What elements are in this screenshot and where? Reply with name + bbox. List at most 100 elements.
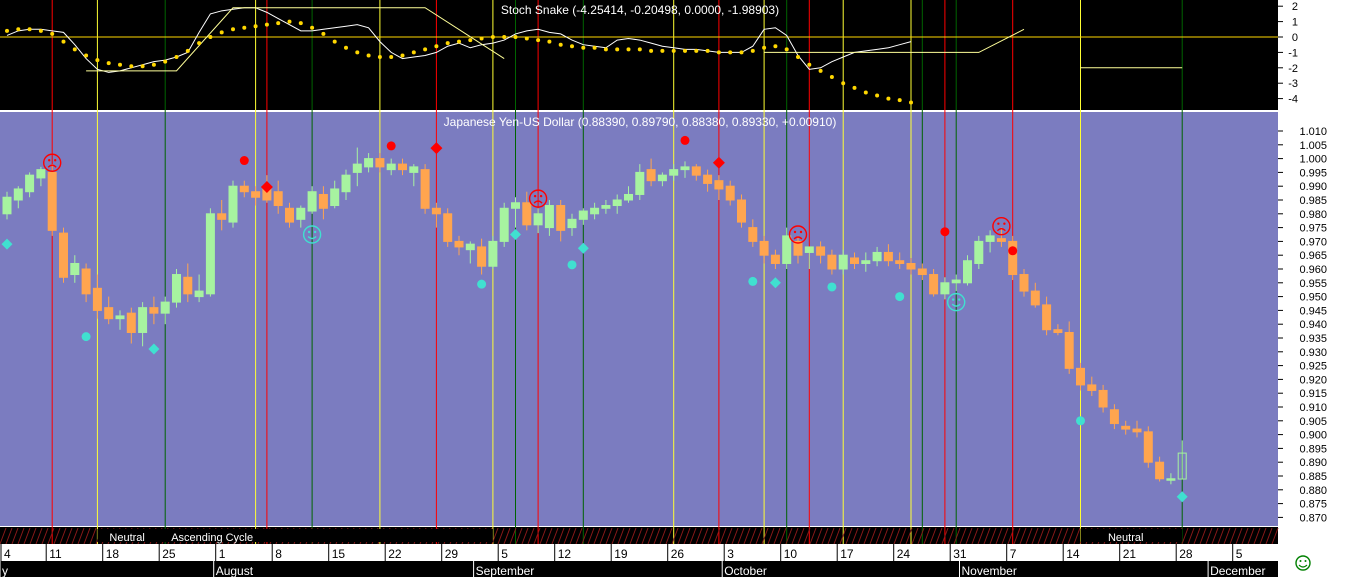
day-tick-label: 5 — [1236, 547, 1243, 561]
candle-body — [273, 191, 283, 207]
y-axis-stoch — [1278, 0, 1352, 110]
price-y-tick-label: 0.975 — [1299, 223, 1327, 235]
band-hatch — [977, 527, 985, 545]
candle-body — [951, 279, 961, 284]
teal-diamond-marker — [769, 277, 781, 289]
price-y-tick-label: 0.950 — [1299, 292, 1327, 304]
month-label: December — [1210, 564, 1265, 577]
band-hatch — [749, 527, 757, 545]
month-label: October — [724, 564, 767, 577]
stoch-dot — [411, 50, 416, 55]
candle-body — [906, 262, 916, 270]
band-hatch — [755, 527, 763, 545]
candle-body — [748, 227, 758, 242]
candlestick-series — [2, 147, 1187, 485]
candle-body — [1030, 290, 1040, 306]
stoch-dot — [106, 61, 111, 66]
band-hatch — [689, 527, 697, 545]
candle-body — [330, 188, 340, 207]
teal-diamond-marker — [577, 242, 589, 254]
candle-body — [759, 240, 769, 256]
face-eye — [793, 230, 797, 234]
stoch-dot — [118, 62, 122, 67]
cycle-band-label: Neutral — [1108, 532, 1143, 544]
stoch-y-tick-label: 0 — [1292, 32, 1298, 44]
band-hatch — [497, 527, 505, 545]
band-hatch — [875, 527, 883, 545]
candle-body — [703, 174, 713, 184]
candle-body — [917, 268, 927, 276]
candle-body — [420, 169, 430, 209]
face-eye — [48, 159, 51, 162]
stoch-dot — [344, 45, 348, 50]
stoch-dot — [140, 64, 145, 69]
candle-body — [1132, 428, 1142, 433]
band-hatch — [1049, 527, 1057, 545]
candle-body — [533, 213, 543, 226]
teal-dot-marker — [81, 332, 91, 342]
teal-diamond-marker — [148, 343, 160, 355]
band-hatch — [17, 527, 25, 545]
price-y-tick-label: 0.915 — [1299, 388, 1327, 400]
teal-dot-marker — [477, 279, 487, 289]
stoch-dot — [445, 41, 450, 46]
band-hatch — [533, 527, 541, 545]
day-tick-label: 21 — [1123, 547, 1137, 561]
candle-body — [895, 260, 905, 264]
stoch-dot — [16, 27, 21, 32]
candle-body — [477, 246, 487, 267]
band-hatch — [1187, 527, 1195, 545]
candle-body — [217, 213, 227, 220]
candle-body — [646, 169, 656, 182]
smiley-icon[interactable] — [1295, 555, 1311, 571]
stoch-dot — [807, 62, 812, 67]
band-hatch — [1055, 527, 1063, 545]
candle-body — [318, 193, 328, 209]
candle-body — [352, 163, 362, 173]
candle-body — [737, 199, 746, 223]
candle-body — [1053, 329, 1063, 333]
price-y-tick-label: 1.010 — [1299, 126, 1327, 138]
red-dot-marker — [239, 156, 249, 166]
band-hatch — [1025, 527, 1033, 545]
band-hatch — [551, 527, 559, 545]
band-hatch — [5, 527, 13, 545]
stoch-dot — [852, 85, 857, 90]
candle-body — [104, 307, 114, 320]
candle-body — [194, 290, 204, 298]
red-dot-marker — [940, 227, 950, 237]
stoch-dot — [784, 47, 789, 52]
candle-body — [465, 243, 475, 251]
band-hatch — [503, 527, 511, 545]
candle-body — [804, 246, 814, 253]
stoch-y-tick-label: -2 — [1288, 63, 1298, 75]
band-hatch — [767, 527, 775, 545]
band-hatch — [737, 527, 745, 545]
band-hatch — [1271, 527, 1279, 545]
stoch-dot — [84, 53, 89, 58]
stoch-dot — [716, 50, 721, 55]
band-hatch — [845, 527, 853, 545]
stoch-dot — [773, 44, 778, 49]
face-eye — [997, 222, 1000, 225]
price-y-tick-label: 0.995 — [1299, 167, 1327, 179]
band-hatch — [575, 527, 583, 545]
face-eye — [952, 298, 955, 301]
candle-body — [341, 174, 351, 193]
band-hatch — [1181, 527, 1189, 545]
face-eye — [313, 230, 317, 234]
candle-body — [285, 207, 294, 223]
band-hatch — [785, 527, 793, 545]
face-outline — [302, 225, 322, 244]
stoch-y-tick-label: 1 — [1292, 17, 1298, 29]
band-hatch — [941, 527, 949, 545]
candle-body — [770, 254, 780, 264]
stoch-dot — [298, 21, 303, 26]
candle-body — [1121, 425, 1131, 430]
stoch-dot — [253, 24, 258, 29]
teal-dot-marker — [1076, 416, 1085, 426]
stoch-dot — [603, 47, 608, 52]
candle-body — [624, 193, 633, 201]
band-hatch — [29, 527, 37, 545]
candle-body — [782, 235, 792, 264]
